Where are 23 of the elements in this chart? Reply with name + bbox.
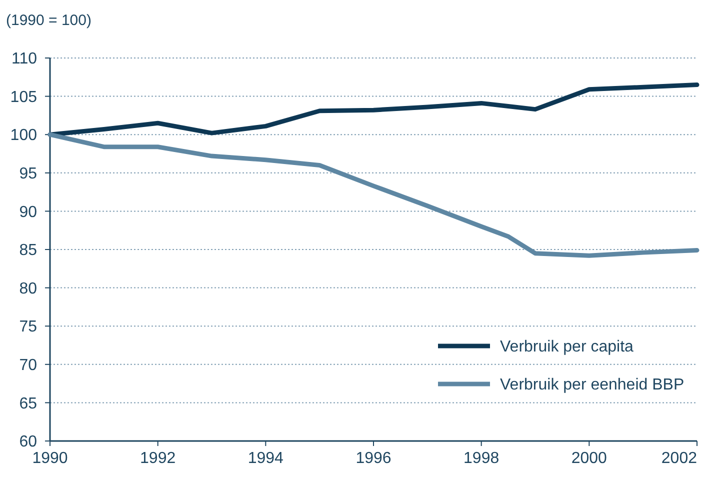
x-tick-label: 2002 [661,450,698,467]
y-tick-label: 85 [19,242,38,260]
y-tick-label: 95 [19,166,38,182]
y-tick-label: 105 [10,88,38,106]
line-series [48,132,700,258]
y-tick-label: 90 [19,204,38,221]
x-tick-label: 1996 [356,450,392,467]
y-tick-label: 65 [19,395,38,412]
y-tick-label: 80 [19,280,38,298]
y-tick-label: 75 [19,318,38,336]
y-axis-title: (1990 = 100) [6,12,92,29]
legend-label: Verbruik per capita [500,338,634,356]
y-tick-label: 70 [19,357,38,374]
x-tick-label: 1990 [32,450,68,467]
x-tick-label: 1992 [140,450,176,467]
line-series [48,82,700,137]
x-tick-label: 1994 [248,450,284,467]
x-tick-label: 1998 [464,450,500,467]
y-tick-label: 60 [19,434,38,451]
x-tick-label: 2000 [571,450,608,467]
legend-label: Verbruik per eenheid BBP [500,376,684,394]
y-tick-label: 110 [11,50,38,68]
y-tick-label: 100 [10,127,38,144]
